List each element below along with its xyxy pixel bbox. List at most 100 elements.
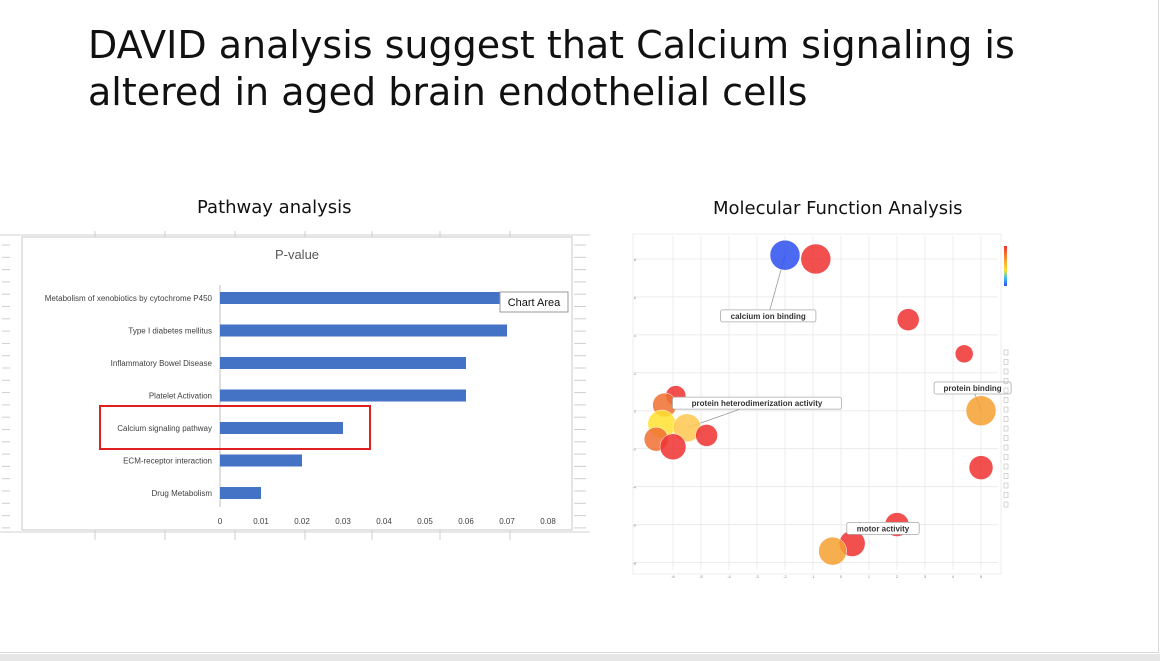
legend-box bbox=[1003, 425, 1009, 432]
y-tick-label: -4 bbox=[632, 485, 636, 490]
legend-box bbox=[1003, 482, 1009, 489]
x-tick-label: 0.01 bbox=[253, 517, 269, 526]
y-tick-label: 0 bbox=[634, 409, 637, 414]
legend-box bbox=[1003, 378, 1009, 384]
y-tick-label: -6 bbox=[632, 523, 636, 528]
legend-box bbox=[1003, 406, 1009, 413]
row-ticks-right bbox=[574, 244, 586, 529]
legend-box bbox=[1003, 444, 1009, 451]
mf-point bbox=[896, 308, 920, 331]
mf-x-tick-labels: -6 -5 -4 -3 -2 -1 0 1 2 3 4 5 bbox=[671, 574, 983, 579]
mf-annotations: calcium ion binding protein heterodimeriz… bbox=[672, 309, 1012, 535]
annotation-box bbox=[672, 396, 842, 410]
category-labels: Metabolism of xenobiotics by cytochrome … bbox=[45, 294, 213, 498]
legend-box bbox=[1003, 387, 1009, 394]
legend-box bbox=[1003, 463, 1009, 470]
bottom-band bbox=[0, 654, 1160, 661]
highlight-box bbox=[99, 405, 371, 450]
y-tick-label: 8 bbox=[634, 257, 637, 262]
bar bbox=[220, 324, 507, 337]
x-tick-label: 0.06 bbox=[458, 517, 474, 526]
category-label: Type I diabetes mellitus bbox=[128, 327, 212, 336]
annotation-box bbox=[846, 521, 920, 535]
mf-chart[interactable]: 8 6 4 2 0 -2 -4 -6 -8 -6 -5 -4 -3 -2 -1 0 1 2 3 4 5 calcium… bbox=[632, 233, 1012, 579]
bar bbox=[220, 292, 516, 304]
x-tick-label: 1 bbox=[868, 574, 871, 579]
x-tick-label: -4 bbox=[727, 574, 731, 579]
annotation-box bbox=[720, 309, 817, 323]
bar bbox=[220, 487, 261, 499]
bar bbox=[220, 454, 302, 467]
pathway-heading: Pathway analysis bbox=[197, 197, 352, 218]
x-tick-label: 0.07 bbox=[499, 517, 515, 526]
legend-box bbox=[1003, 397, 1009, 403]
bar bbox=[220, 422, 343, 434]
mf-heading: Molecular Function Analysis bbox=[713, 198, 963, 219]
mf-point bbox=[965, 395, 997, 426]
y-tick-label: -8 bbox=[632, 561, 636, 566]
legend-box bbox=[1003, 473, 1009, 479]
legend-box bbox=[1003, 416, 1009, 422]
mf-legend-strip bbox=[1003, 246, 1009, 508]
x-tick-label: 3 bbox=[924, 574, 927, 579]
mf-point bbox=[818, 536, 847, 566]
color-legend bbox=[1004, 246, 1007, 286]
col-ticks-top bbox=[94, 231, 511, 237]
mf-point bbox=[695, 424, 718, 447]
annotation-label: protein heterodimerization activity bbox=[692, 399, 823, 408]
legend-box bbox=[1003, 359, 1009, 365]
mf-point bbox=[659, 433, 687, 461]
x-tick-label: 5 bbox=[980, 574, 983, 579]
y-tick-label: 6 bbox=[634, 295, 637, 300]
col-ticks-bottom bbox=[94, 530, 511, 540]
legend-box bbox=[1003, 435, 1009, 441]
x-tick-label: -2 bbox=[783, 574, 787, 579]
x-tick-label: 0 bbox=[840, 574, 843, 579]
mf-point bbox=[769, 239, 801, 271]
category-label: Calcium signaling pathway bbox=[117, 424, 212, 433]
bar bbox=[220, 389, 466, 402]
x-tick-label: -1 bbox=[811, 574, 815, 579]
x-tick-label: 0.08 bbox=[540, 517, 556, 526]
x-tick-label: 0.05 bbox=[417, 517, 433, 526]
y-tick-label: 2 bbox=[634, 371, 637, 376]
x-tick-labels: 0 0.01 0.02 0.03 0.04 0.05 0.06 0.07 0.08 bbox=[218, 517, 557, 526]
chart-area-tooltip: Chart Area bbox=[499, 291, 569, 313]
category-label: Metabolism of xenobiotics by cytochrome … bbox=[45, 294, 213, 303]
x-tick-label: 4 bbox=[952, 574, 955, 579]
tooltip-text: Chart Area bbox=[508, 297, 561, 309]
bars bbox=[220, 292, 516, 499]
row-ticks-left bbox=[2, 244, 10, 529]
mf-point bbox=[954, 344, 974, 364]
category-label: ECM-receptor interaction bbox=[123, 457, 212, 466]
x-tick-label: 0.03 bbox=[335, 517, 351, 526]
mf-point bbox=[968, 455, 994, 480]
x-tick-label: 0.02 bbox=[294, 517, 310, 526]
x-tick-label: -6 bbox=[671, 574, 675, 579]
x-tick-label: 2 bbox=[896, 574, 899, 579]
y-tick-label: -2 bbox=[632, 447, 636, 452]
mf-points bbox=[643, 239, 997, 566]
pathway-chart[interactable]: P-value Metabolism of xenobiotics by cyt… bbox=[0, 231, 590, 540]
legend-box bbox=[1003, 368, 1009, 375]
legend-box bbox=[1003, 501, 1009, 508]
legend-box bbox=[1003, 454, 1009, 460]
mf-y-tick-labels: 8 6 4 2 0 -2 -4 -6 -8 bbox=[632, 257, 636, 566]
annotation-label: motor activity bbox=[857, 524, 910, 533]
x-tick-label: 0.04 bbox=[376, 517, 392, 526]
x-tick-label: 0 bbox=[218, 517, 223, 526]
category-label: Drug Metabolism bbox=[152, 489, 213, 498]
category-label: Platelet Activation bbox=[149, 392, 212, 401]
category-label: Inflammatory Bowel Disease bbox=[111, 359, 213, 368]
annotation-label: calcium ion binding bbox=[731, 312, 806, 321]
chart-area[interactable] bbox=[21, 236, 573, 531]
legend-box bbox=[1003, 492, 1009, 498]
mf-point bbox=[800, 243, 832, 275]
x-tick-label: -5 bbox=[699, 574, 703, 579]
legend-box bbox=[1003, 349, 1009, 356]
annotation-label: protein binding bbox=[943, 384, 1001, 393]
bar bbox=[220, 357, 466, 369]
y-tick-label: 4 bbox=[634, 333, 637, 338]
